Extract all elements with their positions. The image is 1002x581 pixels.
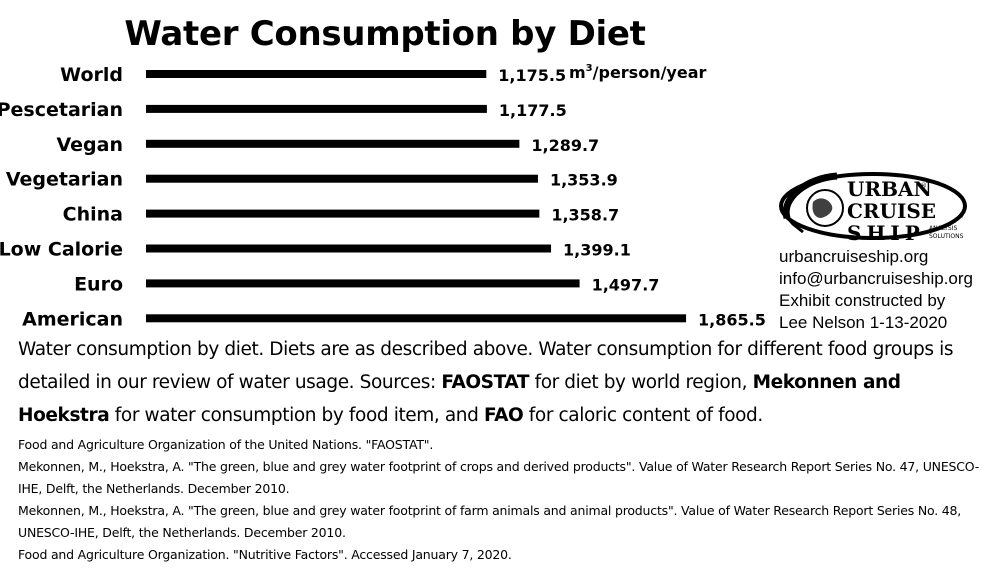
reference-item: Mekonnen, M., Hoekstra, A. "The green, b…: [18, 459, 980, 496]
category-label: Pescetarian: [0, 99, 123, 121]
credits-block: urbancruiseship.org info@urbancruiseship…: [779, 246, 973, 334]
reference-item: Food and Agriculture Organization of the…: [18, 437, 434, 452]
water-usage-link[interactable]: water usage: [238, 372, 349, 393]
logo-registered: ®: [920, 182, 927, 190]
fao-link[interactable]: FAO: [483, 405, 524, 426]
category-label: Low Calorie: [0, 239, 123, 261]
value-label: 1,177.5: [499, 101, 567, 120]
units-label: m3/person/year: [569, 63, 706, 82]
bar: [146, 209, 540, 218]
credits-constructed-by: Exhibit constructed by: [779, 291, 946, 310]
value-label: 1,353.9: [550, 171, 618, 190]
value-label: 1,399.1: [563, 241, 631, 260]
caption-text-2: . Sources:: [348, 372, 442, 393]
category-label: Euro: [74, 273, 123, 295]
logo-ship: SHIP: [847, 221, 925, 245]
mekonnen-hoekstra-link[interactable]: Mekonnen and Hoekstra: [18, 372, 901, 426]
value-label: 1,358.7: [551, 206, 619, 225]
value-label: 1,865.5: [698, 310, 766, 329]
category-label: Vegetarian: [6, 169, 123, 191]
caption-text-4: for water consumption by food item, and: [109, 405, 484, 426]
value-label: 1,289.7: [531, 136, 599, 155]
logo-cruise: CRUISE: [847, 199, 936, 223]
bar: [146, 104, 487, 113]
logo-copyright: ©: [958, 213, 964, 220]
bar: [146, 70, 487, 78]
faostat-link[interactable]: FAOSTAT: [441, 372, 530, 393]
bar: [146, 139, 520, 148]
category-label: American: [22, 308, 123, 330]
reference-item: Food and Agriculture Organization. "Nutr…: [18, 547, 512, 562]
value-label: 1,175.5: [498, 66, 566, 85]
bar: [146, 174, 538, 183]
category-label: World: [60, 64, 123, 86]
credits-site: urbancruiseship.org: [779, 247, 929, 266]
units-exponent: 3: [585, 62, 593, 74]
logo-analysis: ANALYSIS: [929, 225, 957, 232]
bar: [146, 279, 580, 288]
bar-chart: World 1,175.5 Pescetarian 1,177.5 Vegan 1,289…: [0, 64, 766, 330]
urbancruiseship-logo: URBAN ® CRUISE © SHIP ANALYSIS SOLUTIONS: [779, 172, 967, 245]
caption-text-5: for caloric content of food.: [523, 405, 763, 426]
reference-item: Mekonnen, M., Hoekstra, A. "The green, b…: [18, 503, 962, 540]
caption-paragraph: Water consumption by diet. Diets are as …: [18, 333, 996, 432]
bar: [146, 244, 552, 253]
logo-solutions: SOLUTIONS: [929, 233, 964, 240]
logo-urban: URBAN: [847, 177, 932, 201]
credits-email: info@urbancruiseship.org: [779, 269, 973, 288]
caption-text-3: for diet by world region,: [529, 372, 753, 393]
value-label: 1,497.7: [592, 275, 660, 294]
category-label: China: [63, 204, 123, 226]
chart-title: Water Consumption by Diet: [124, 14, 646, 54]
bar: [146, 314, 687, 323]
credits-author-date: Lee Nelson 1-13-2020: [779, 313, 948, 332]
caption-text-1: Water consumption by diet. Diets are as …: [18, 339, 954, 393]
category-label: Vegan: [57, 134, 124, 156]
units-base: m: [569, 63, 586, 82]
units-rest: /person/year: [592, 63, 707, 82]
references-list: Food and Agriculture Organization of the…: [18, 434, 993, 566]
